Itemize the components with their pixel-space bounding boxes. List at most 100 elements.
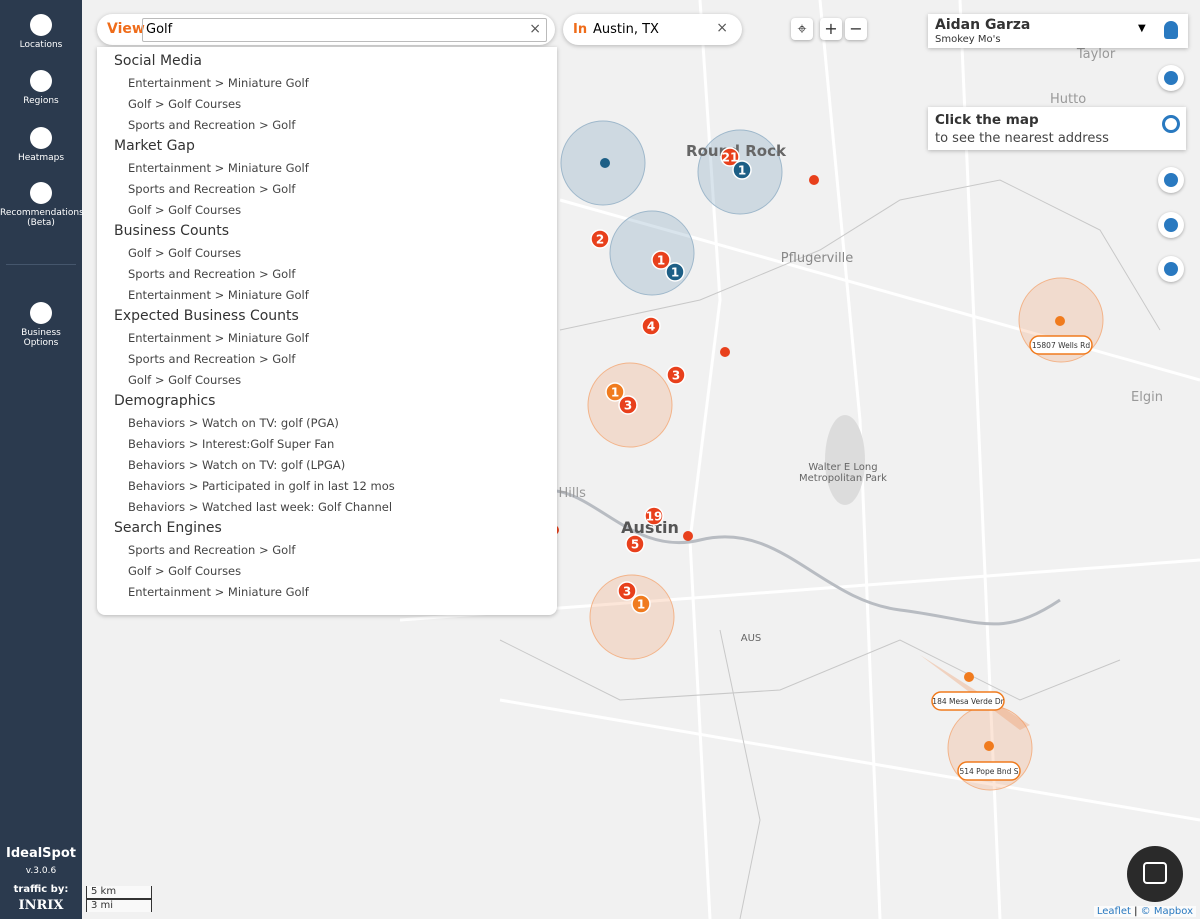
location-dot (984, 741, 994, 751)
park (825, 415, 865, 505)
brand: IdealSpot (5, 846, 76, 861)
group-item[interactable]: Entertainment > Miniature Golf (128, 585, 309, 599)
group-item[interactable]: Behaviors > Participated in golf in last… (128, 479, 395, 493)
group-title: Expected Business Counts (114, 308, 299, 324)
cluster-marker[interactable] (665, 262, 685, 282)
location-dot (964, 672, 974, 682)
group-item[interactable]: Sports and Recreation > Golf (128, 118, 296, 132)
settings-button[interactable] (1158, 212, 1184, 238)
sidebar: Locations Regions Heatmaps Recommendatio… (0, 0, 84, 919)
cluster-count: 3 (624, 399, 632, 413)
cluster-marker[interactable] (618, 395, 638, 415)
cluster-marker[interactable] (732, 160, 752, 180)
cluster-marker[interactable] (641, 316, 661, 336)
place-label: Hutto (1050, 92, 1086, 107)
place-label: Taylor (1076, 47, 1116, 62)
cluster-count: 3 (623, 585, 631, 599)
dropdown-caret: ▼ (1138, 23, 1146, 34)
locate-button[interactable]: ⌖ (791, 18, 813, 40)
group-item[interactable]: Behaviors > Watched last week: Golf Chan… (128, 500, 393, 514)
info-button[interactable] (1158, 167, 1184, 193)
location-bar[interactable]: In Austin, TX × (563, 14, 742, 45)
group-item[interactable]: Sports and Recreation > Golf (128, 182, 296, 196)
location-value: Austin, TX (593, 22, 659, 37)
cluster-marker[interactable] (617, 581, 637, 601)
group-item[interactable]: Golf > Golf Courses (128, 246, 242, 260)
globe-button[interactable] (1158, 65, 1184, 91)
group-item[interactable]: Sports and Recreation > Golf (128, 267, 296, 281)
clear-button[interactable]: × (529, 21, 541, 37)
nav-business-options[interactable]: Business Options (0, 302, 82, 348)
group-item[interactable]: Entertainment > Miniature Golf (128, 288, 309, 302)
cluster-count: 4 (647, 320, 655, 334)
cluster-marker[interactable] (644, 506, 664, 526)
cluster-marker[interactable] (666, 365, 686, 385)
group-title: Social Media (114, 53, 203, 69)
cluster-marker[interactable] (605, 382, 625, 402)
in-label: In (573, 22, 588, 37)
cluster-marker[interactable] (631, 594, 651, 614)
nav-heatmaps[interactable]: Heatmaps (0, 127, 82, 163)
scale-bar: 5 km 3 mi (86, 886, 152, 914)
group-item[interactable]: Golf > Golf Courses (128, 97, 242, 111)
cluster-count: 5 (631, 538, 639, 552)
compass-button[interactable] (1158, 256, 1184, 282)
nav-locations[interactable]: Locations (0, 14, 82, 50)
group-item[interactable]: Sports and Recreation > Golf (128, 543, 296, 557)
inrix-logo: INRIX (18, 898, 64, 913)
address-pill (1029, 335, 1093, 355)
address-tooltip: Click the map to see the nearest address (928, 107, 1186, 150)
search-query: Golf (146, 22, 173, 37)
group-item[interactable]: Sports and Recreation > Golf (128, 352, 296, 366)
nav-label: Regions (23, 96, 59, 106)
search-bar: View Golf × (97, 14, 555, 45)
group-item[interactable]: Behaviors > Watch on TV: golf (LPGA) (128, 458, 346, 472)
cluster-count: 1 (611, 386, 619, 400)
place-label: Walter E Long (808, 462, 877, 473)
nav-label: Heatmaps (17, 153, 65, 163)
group-item[interactable]: Behaviors > Interest:Golf Super Fan (128, 437, 335, 451)
zoom-in[interactable]: + (820, 18, 842, 40)
location-dot (600, 158, 610, 168)
cluster-marker[interactable] (625, 534, 645, 554)
user-name: Aidan Garza (935, 17, 1031, 33)
mapbox-link[interactable]: © Mapbox (1140, 906, 1193, 917)
group-item[interactable]: Behaviors > Watch on TV: golf (PGA) (128, 416, 339, 430)
chat-button[interactable] (1127, 846, 1183, 902)
search-input[interactable]: Golf × (142, 18, 547, 42)
address-label: 184 Mesa Verde Dr (932, 697, 1004, 706)
group-title: Business Counts (114, 223, 230, 239)
user-box[interactable]: Aidan Garza Smokey Mo's ▼ (928, 14, 1188, 48)
group-item[interactable]: Entertainment > Miniature Golf (128, 161, 309, 175)
radius-circle (589, 574, 675, 660)
cluster-count: 2 (596, 233, 604, 247)
nav-regions[interactable]: Regions (0, 70, 82, 106)
group-item[interactable]: Golf > Golf Courses (128, 203, 242, 217)
target-icon[interactable] (1162, 115, 1180, 133)
clear-location[interactable]: × (716, 20, 728, 36)
group-title: Search Engines (114, 520, 222, 536)
river (519, 488, 1061, 626)
leaflet-link[interactable]: Leaflet (1096, 906, 1131, 917)
location-dot (683, 531, 693, 541)
group-item[interactable]: Entertainment > Miniature Golf (128, 76, 309, 90)
cluster-marker[interactable] (590, 229, 610, 249)
nav-recommendations[interactable]: Recommendations (Beta) (0, 182, 84, 228)
group-item[interactable]: Golf > Golf Courses (128, 564, 242, 578)
divider (6, 264, 76, 265)
address-pill (931, 691, 1005, 711)
cluster-count: 19 (646, 510, 663, 524)
zoom-out[interactable]: − (845, 18, 867, 40)
nav-label: Locations (19, 40, 63, 50)
place-label: Elgin (1131, 390, 1163, 405)
cluster-count: 3 (672, 369, 680, 383)
version: v.3.0.6 (25, 866, 57, 876)
radius-circle (609, 210, 695, 296)
group-item[interactable]: Entertainment > Miniature Golf (128, 331, 309, 345)
address-pill (957, 761, 1021, 781)
group-title: Demographics (114, 393, 216, 409)
group-item[interactable]: Golf > Golf Courses (128, 373, 242, 387)
cluster-marker[interactable] (720, 147, 740, 167)
cluster-marker[interactable] (651, 250, 671, 270)
